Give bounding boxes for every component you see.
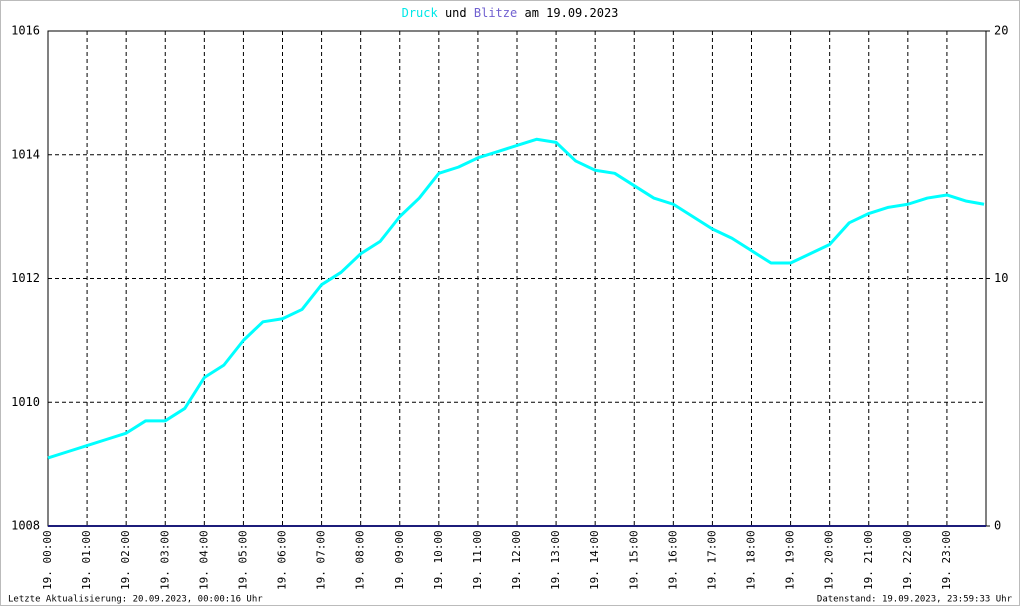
x-tick-label: 19. 11:00 bbox=[471, 530, 484, 590]
x-tick-label: 19. 17:00 bbox=[705, 530, 718, 590]
x-tick-label: 19. 01:00 bbox=[80, 530, 93, 590]
x-tick-label: 19. 12:00 bbox=[510, 530, 523, 590]
x-tick-label: 19. 04:00 bbox=[197, 530, 210, 590]
footer-left: Letzte Aktualisierung: 20.09.2023, 00:00… bbox=[8, 595, 263, 605]
title-suffix: am 19.09.2023 bbox=[524, 6, 618, 20]
y2-tick-label: 0 bbox=[994, 519, 1001, 533]
x-tick-label: 19. 23:00 bbox=[940, 530, 953, 590]
x-tick-label: 19. 14:00 bbox=[588, 530, 601, 590]
x-tick-label: 19. 20:00 bbox=[823, 530, 836, 590]
x-tick-label: 19. 13:00 bbox=[549, 530, 562, 590]
x-tick-label: 19. 03:00 bbox=[158, 530, 171, 590]
y-tick-label: 1016 bbox=[11, 24, 40, 38]
x-tick-label: 19. 09:00 bbox=[393, 530, 406, 590]
chart-title: Druck und Blitze am 19.09.2023 bbox=[402, 6, 619, 20]
y2-tick-label: 20 bbox=[994, 24, 1008, 38]
x-tick-label: 19. 02:00 bbox=[119, 530, 132, 590]
y-tick-label: 1014 bbox=[11, 147, 40, 161]
y-tick-label: 1010 bbox=[11, 395, 40, 409]
y-tick-label: 1008 bbox=[11, 519, 40, 533]
series-line bbox=[47, 137, 985, 460]
x-tick-label: 19. 00:00 bbox=[41, 530, 54, 590]
x-tick-label: 19. 21:00 bbox=[862, 530, 875, 590]
title-connector: und bbox=[445, 6, 467, 20]
x-tick-label: 19. 15:00 bbox=[627, 530, 640, 590]
y-tick-label: 1012 bbox=[11, 271, 40, 285]
x-tick-label: 19. 08:00 bbox=[354, 530, 367, 590]
x-tick-label: 19. 06:00 bbox=[276, 530, 289, 590]
x-tick-label: 19. 19:00 bbox=[784, 530, 797, 590]
footer-right: Datenstand: 19.09.2023, 23:59:33 Uhr bbox=[817, 595, 1013, 605]
x-tick-label: 19. 22:00 bbox=[901, 530, 914, 590]
x-tick-label: 19. 18:00 bbox=[745, 530, 758, 590]
x-tick-label: 19. 16:00 bbox=[666, 530, 679, 590]
x-tick-label: 19. 07:00 bbox=[315, 530, 328, 590]
y2-tick-label: 10 bbox=[994, 271, 1008, 285]
x-tick-label: 19. 05:00 bbox=[236, 530, 249, 590]
title-druck: Druck bbox=[402, 6, 439, 20]
x-tick-label: 19. 10:00 bbox=[432, 530, 445, 590]
title-blitze: Blitze bbox=[474, 6, 517, 20]
